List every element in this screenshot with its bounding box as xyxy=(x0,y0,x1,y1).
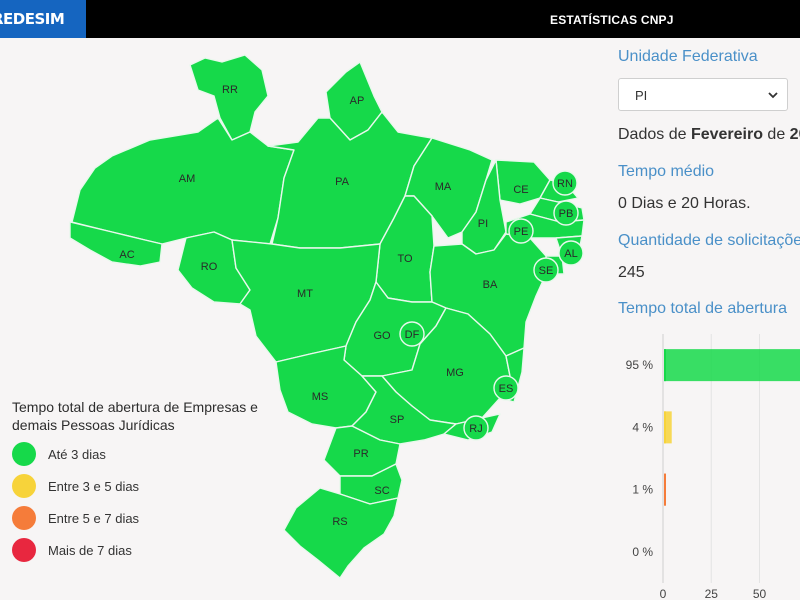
dados-line: Dados de Fevereiro de 20 xyxy=(618,126,800,143)
label-ro: RO xyxy=(201,261,218,273)
label-sc: SC xyxy=(374,485,389,497)
label-df: DF xyxy=(405,329,420,341)
x-tick-label: 25 xyxy=(705,587,719,600)
label-ce: CE xyxy=(513,184,528,196)
quantidade-value: 245 xyxy=(618,264,645,281)
legend-label: Mais de 7 dias xyxy=(48,542,132,558)
brazil-map: RR AP AM PA MA CE RN PB PI PE AL SE AC R… xyxy=(69,54,585,579)
uf-heading: Unidade Federativa xyxy=(618,48,758,65)
legend-item-5-7-dias: Entre 5 e 7 dias xyxy=(12,506,282,530)
label-ba: BA xyxy=(483,279,498,291)
label-ma: MA xyxy=(435,181,452,193)
stats-panel: Unidade Federativa PI Dados de Fevereiro… xyxy=(618,38,800,600)
marker-rn[interactable] xyxy=(552,170,578,196)
redesim-logo[interactable]: REDESIM xyxy=(0,0,86,38)
label-am: AM xyxy=(179,173,196,185)
marker-pb[interactable] xyxy=(553,200,579,226)
marker-pe[interactable] xyxy=(508,218,534,244)
bar-edge-1 xyxy=(664,411,666,444)
x-tick-label: 50 xyxy=(753,587,767,600)
label-se: SE xyxy=(539,265,554,277)
legend-title: Tempo total de abertura de Empresas e de… xyxy=(12,399,258,433)
legend-dot-green xyxy=(12,442,36,466)
label-pe: PE xyxy=(514,226,529,238)
category-label: 4 % xyxy=(632,420,653,434)
state-rr[interactable] xyxy=(189,54,269,141)
state-rs[interactable] xyxy=(283,487,399,579)
legend-item-3-5-dias: Entre 3 e 5 dias xyxy=(12,474,282,498)
category-label: 95 % xyxy=(626,358,654,372)
tempo-total-heading: Tempo total de abertura xyxy=(618,300,787,317)
legend-label: Entre 5 e 7 dias xyxy=(48,510,140,526)
state-ma[interactable] xyxy=(404,137,493,239)
tempo-medio-value: 0 Dias e 20 Horas. xyxy=(618,195,751,212)
map-legend: Tempo total de abertura de Empresas e de… xyxy=(12,398,282,562)
marker-es[interactable] xyxy=(493,375,519,401)
label-ms: MS xyxy=(312,391,329,403)
legend-dot-red xyxy=(12,538,36,562)
marker-df[interactable] xyxy=(399,321,425,347)
quantidade-heading: Quantidade de solicitaçõe xyxy=(618,232,800,249)
bar-edge-0 xyxy=(664,349,666,382)
marker-al[interactable] xyxy=(558,240,584,266)
chevron-down-icon xyxy=(768,92,778,99)
page-title: ESTATÍSTICAS CNPJ xyxy=(550,13,674,27)
label-pr: PR xyxy=(353,448,368,460)
tempo-medio-heading: Tempo médio xyxy=(618,163,715,180)
uf-selected-value: PI xyxy=(635,88,648,103)
label-to: TO xyxy=(397,253,413,265)
small-state-markers xyxy=(399,170,584,441)
category-label: 0 % xyxy=(632,545,653,559)
label-rs: RS xyxy=(332,516,347,528)
tempo-total-bar-chart: 95 %4 %1 %0 %025507 xyxy=(626,334,800,600)
bar-0 xyxy=(664,349,800,382)
label-ac: AC xyxy=(119,249,134,261)
bar-1 xyxy=(664,411,672,444)
label-pb: PB xyxy=(559,208,574,220)
label-rr: RR xyxy=(222,84,238,96)
logo-text: REDESIM xyxy=(0,10,65,28)
label-mt: MT xyxy=(297,288,313,300)
legend-item-mais-7-dias: Mais de 7 dias xyxy=(12,538,282,562)
label-al: AL xyxy=(564,248,577,260)
label-mg: MG xyxy=(446,367,464,379)
legend-label: Até 3 dias xyxy=(48,446,106,462)
label-sp: SP xyxy=(390,414,405,426)
state-labels: RR AP AM PA MA CE RN PB PI PE AL SE AC R… xyxy=(119,84,577,528)
top-bar: REDESIM ESTATÍSTICAS CNPJ xyxy=(0,0,800,38)
bar-edge-2 xyxy=(664,473,666,506)
label-pi: PI xyxy=(478,218,488,230)
marker-rj[interactable] xyxy=(463,415,489,441)
x-tick-label: 0 xyxy=(660,587,667,600)
label-rj: RJ xyxy=(469,423,482,435)
legend-label: Entre 3 e 5 dias xyxy=(48,478,140,494)
label-rn: RN xyxy=(557,178,573,190)
state-sp[interactable] xyxy=(351,375,457,445)
label-ap: AP xyxy=(350,95,365,107)
label-pa: PA xyxy=(335,176,350,188)
label-es: ES xyxy=(499,383,514,395)
legend-dot-orange xyxy=(12,506,36,530)
label-go: GO xyxy=(373,330,391,342)
category-label: 1 % xyxy=(632,483,653,497)
legend-item-ate-3-dias: Até 3 dias xyxy=(12,442,282,466)
legend-dot-yellow xyxy=(12,474,36,498)
uf-select[interactable]: PI xyxy=(618,78,788,111)
marker-se[interactable] xyxy=(533,257,559,283)
state-ac[interactable] xyxy=(69,221,163,267)
